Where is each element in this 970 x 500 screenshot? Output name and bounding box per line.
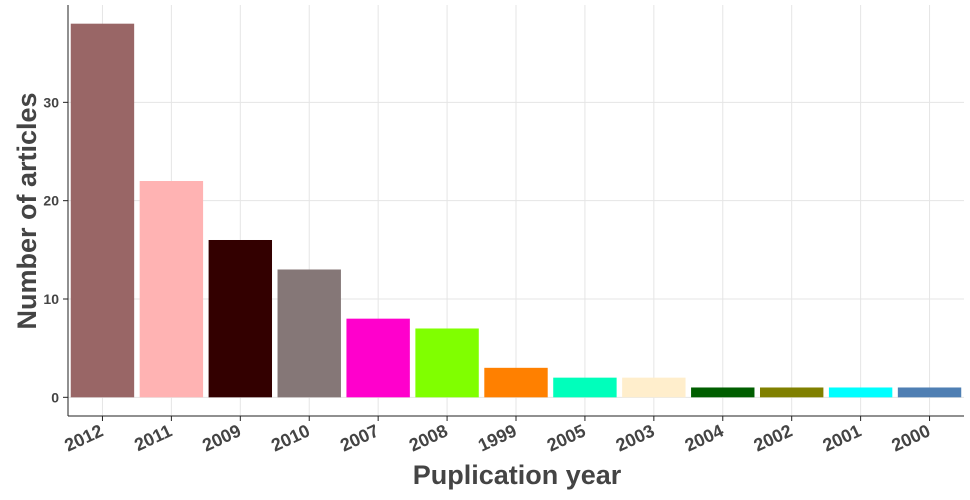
x-tick-label: 2004 <box>682 420 727 455</box>
y-ticks: 0 10 20 30 <box>43 94 68 405</box>
bar-2011 <box>139 181 204 398</box>
x-tick-label: 2008 <box>406 420 451 455</box>
bar-2009 <box>208 239 273 398</box>
x-axis-title: Puplication year <box>413 460 622 490</box>
bar-2010 <box>277 269 341 398</box>
x-tick-label: 2011 <box>131 420 175 455</box>
y-tick-label: 0 <box>51 389 59 405</box>
x-tick-label: 2009 <box>199 420 244 455</box>
x-tick-label: 2012 <box>61 420 106 455</box>
x-ticks: 2012 2011 2009 2010 2007 2008 1999 2005 2003 2004… <box>61 416 933 456</box>
x-tick-label: 2000 <box>888 420 933 455</box>
bar-1999 <box>484 367 548 398</box>
bar-2001 <box>828 387 893 398</box>
bar-2003 <box>622 377 686 398</box>
x-tick-label: 2002 <box>751 420 796 455</box>
bar-2002 <box>759 387 824 398</box>
x-tick-label: 2010 <box>268 420 313 455</box>
x-tick-label: 1999 <box>475 420 520 455</box>
bars <box>70 23 962 398</box>
y-tick-label: 10 <box>43 291 59 307</box>
bar-2000 <box>897 387 962 398</box>
bar-2007 <box>346 318 410 398</box>
x-tick-label: 2001 <box>820 420 865 455</box>
bar-2008 <box>415 328 479 398</box>
bar-2005 <box>553 377 617 398</box>
y-axis-title: Number of articles <box>12 92 42 329</box>
x-tick-label: 2003 <box>613 420 658 455</box>
y-tick-label: 20 <box>43 193 59 209</box>
x-tick-label: 2007 <box>337 420 382 455</box>
bar-2012 <box>70 23 135 398</box>
y-tick-label: 30 <box>43 94 59 110</box>
bar-2004 <box>691 387 755 398</box>
x-tick-label: 2005 <box>544 420 589 455</box>
